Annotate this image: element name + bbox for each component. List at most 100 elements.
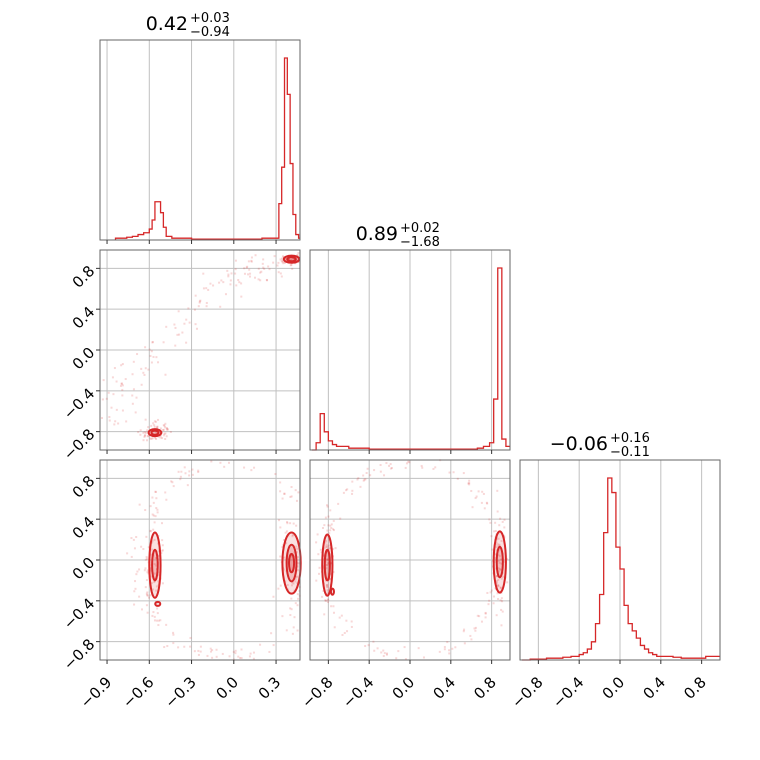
scatter-point [297,569,300,572]
scatter-point [263,267,266,270]
scatter-point [219,461,222,464]
scatter-point [496,584,499,587]
scatter-point [261,262,264,265]
scatter-point [199,299,202,302]
scatter-point [144,434,147,437]
scatter-point [296,256,299,259]
scatter-point [197,471,200,474]
scatter-point [324,599,327,602]
scatter-point [121,384,124,387]
scatter-point [221,652,224,655]
scatter-point [153,521,156,524]
contour-level [150,429,160,436]
x-tick-label: 0.4 [639,673,669,703]
scatter-point [340,614,343,617]
scatter-point [499,568,502,571]
scatter-point [327,558,330,561]
scatter-point [292,522,295,525]
scatter-point [404,466,407,469]
scatter-point [138,568,141,571]
scatter-point [139,433,142,436]
scatter-point [330,605,333,608]
scatter-point [248,655,251,658]
scatter-point [329,524,332,527]
scatter-point [181,331,184,334]
scatter-point [276,264,279,267]
scatter-point [188,321,191,324]
scatter-point [194,294,197,297]
scatter-point [150,424,153,427]
scatter-point [153,615,156,618]
scatter-point [280,275,283,278]
scatter-point [132,388,135,391]
scatter-point [497,570,500,573]
scatter-point [316,533,319,536]
scatter-point [364,645,367,648]
scatter-point [469,634,472,637]
scatter-point [473,627,476,630]
contour-level [281,531,302,595]
scatter-point [294,489,297,492]
scatter-point [134,587,137,590]
scatter-point [141,608,144,611]
scatter-point [285,530,288,533]
scatter-point [285,629,288,632]
scatter-point [191,468,194,471]
scatter-point [153,420,156,423]
scatter-point [283,492,286,495]
scatter-point [495,575,498,578]
scatter-point [145,555,148,558]
panel-title-value: 0.42 [146,13,188,35]
scatter-point [149,568,152,571]
scatter-point [202,287,205,290]
scatter-point [143,431,146,434]
scatter-point [422,656,425,659]
scatter-point [119,384,122,387]
scatter-point [172,642,175,645]
scatter-point [166,645,169,648]
scatter-point [500,624,503,627]
scatter-point [189,636,192,639]
scatter-point [155,497,158,500]
panel-r2-c0 [96,459,302,664]
panel-r0-c0: 0.42 +0.03−0.94 [99,11,301,244]
scatter-point [343,631,346,634]
scatter-point [373,469,376,472]
scatter-point [291,533,294,536]
scatter-point [286,583,289,586]
scatter-point [296,547,299,550]
scatter-point [317,553,320,556]
scatter-point [110,406,113,409]
scatter-point [408,461,411,464]
scatter-point [162,341,165,344]
panel-title-value: 0.89 [356,223,398,245]
scatter-point [210,460,213,463]
scatter-point [296,582,299,585]
scatter-point [156,511,159,514]
scatter-point [293,616,296,619]
scatter-point [147,596,150,599]
scatter-point [324,599,327,602]
scatter-point [366,467,369,470]
scatter-point [468,479,471,482]
scatter-point [291,267,294,270]
contour-level [285,543,298,583]
scatter-point [234,272,237,275]
scatter-point [239,656,242,659]
scatter-point [153,619,156,622]
scatter-point [281,255,284,258]
scatter-point [297,597,300,600]
scatter-point [224,293,227,296]
scatter-point [156,425,159,428]
scatter-point [212,284,215,287]
scatter-point [249,272,252,275]
contour-level [148,531,162,599]
scatter-point [155,589,158,592]
scatter-point [474,629,477,632]
scatter-point [240,657,243,660]
scatter-point [143,435,146,438]
scatter-point [321,595,324,598]
scatter-point [147,368,150,371]
scatter-point [346,488,349,491]
scatter-point [503,518,506,521]
